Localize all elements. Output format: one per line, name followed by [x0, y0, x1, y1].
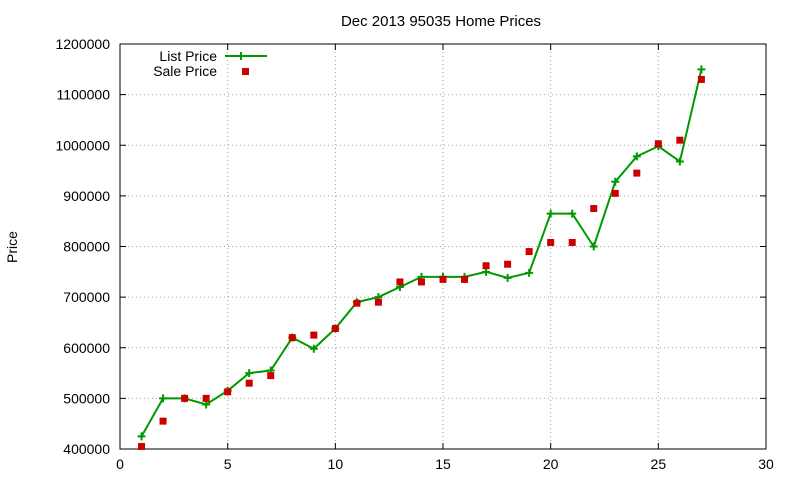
list-price-point	[632, 152, 641, 161]
grid-lines	[120, 44, 766, 449]
list-price-point	[309, 344, 318, 353]
legend-label-sale-price: Sale Price	[153, 63, 217, 79]
legend-marker-sale-price	[242, 68, 249, 75]
sale-price-point	[504, 260, 512, 268]
list-price-point	[503, 273, 512, 282]
list-price-point	[546, 209, 555, 218]
y-tick-label: 1100000	[57, 87, 111, 103]
legend-label-list-price: List Price	[159, 48, 217, 64]
sale-price-point	[568, 238, 576, 246]
y-tick-label: 1200000	[55, 36, 110, 52]
y-axis-tick-labels: 400000 500000 600000 700000 800000 900000 1000…	[55, 36, 110, 457]
y-tick-label: 800000	[63, 239, 110, 255]
sale-price-point	[267, 372, 275, 380]
series-layer	[137, 65, 706, 450]
y-tick-label: 400000	[63, 441, 110, 457]
sale-price-point	[331, 325, 339, 333]
sale-price-point	[310, 331, 318, 339]
sale-price-point	[547, 238, 555, 246]
list-price-point	[568, 209, 577, 218]
sale-price-point	[590, 205, 598, 213]
list-price-point	[245, 369, 254, 378]
sale-price-point	[633, 169, 641, 177]
x-tick-label: 5	[224, 456, 232, 472]
sale-price-point	[159, 417, 167, 425]
series-list-price	[137, 65, 706, 441]
x-tick-label: 25	[651, 456, 667, 472]
axis-ticks	[119, 43, 767, 450]
sale-price-point	[288, 334, 296, 342]
chart-title: Dec 2013 95035 Home Prices	[341, 13, 541, 30]
sale-price-point	[396, 278, 404, 286]
x-tick-label: 0	[116, 456, 124, 472]
sale-price-point	[374, 298, 382, 306]
sale-price-point	[461, 275, 469, 283]
x-tick-label: 20	[543, 456, 559, 472]
y-tick-label: 700000	[63, 289, 110, 305]
sale-price-point	[138, 442, 146, 450]
sale-price-point	[417, 278, 425, 286]
sale-price-point	[482, 262, 490, 270]
sale-price-point	[654, 140, 662, 148]
x-tick-label: 15	[435, 456, 451, 472]
sale-price-point	[353, 299, 361, 307]
y-tick-label: 600000	[63, 340, 110, 356]
sale-price-point	[181, 394, 189, 402]
list-price-point	[611, 177, 620, 186]
list-price-point	[675, 157, 684, 166]
list-price-point	[589, 242, 598, 251]
sale-price-point	[202, 394, 210, 402]
list-price-line	[140, 69, 703, 437]
legend: List Price Sale Price	[153, 48, 267, 79]
y-axis-label: Price	[4, 231, 20, 263]
sale-price-point	[224, 388, 232, 396]
list-price-point	[525, 268, 534, 277]
list-price-point	[697, 65, 706, 74]
x-axis-tick-labels: 0 5 10 15 20 25 30	[116, 456, 774, 472]
x-tick-label: 10	[328, 456, 344, 472]
sale-price-point	[525, 248, 533, 256]
legend-marker-list-price	[237, 52, 245, 60]
y-tick-label: 500000	[63, 390, 110, 406]
series-sale-price	[138, 75, 705, 450]
list-price-point	[159, 394, 168, 403]
sale-price-point	[439, 275, 447, 283]
sale-price-point	[245, 379, 253, 387]
x-tick-label: 30	[758, 456, 774, 472]
y-tick-label: 1000000	[55, 137, 110, 153]
y-tick-label: 900000	[63, 188, 110, 204]
sale-price-point	[676, 136, 684, 144]
sale-price-point	[697, 75, 705, 83]
sale-price-point	[611, 189, 619, 197]
list-price-point	[137, 432, 146, 441]
